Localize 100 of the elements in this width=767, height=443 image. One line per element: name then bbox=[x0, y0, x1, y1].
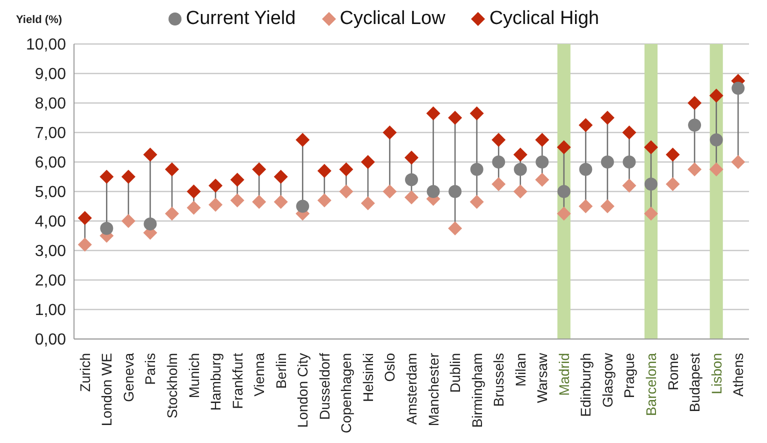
point bbox=[622, 126, 636, 140]
point bbox=[709, 162, 724, 176]
point bbox=[360, 196, 375, 210]
point bbox=[121, 170, 136, 184]
point bbox=[513, 148, 528, 162]
point bbox=[230, 172, 244, 187]
point bbox=[186, 200, 201, 215]
point bbox=[644, 140, 658, 154]
y-axis-title: Yield (%) bbox=[16, 14, 62, 26]
x-tick-label: Paris bbox=[142, 353, 158, 385]
point bbox=[578, 118, 593, 132]
y-tick-label: 4,00 bbox=[34, 214, 66, 231]
x-tick-label: Madrid bbox=[556, 353, 572, 396]
x-tick-label: Barcelona bbox=[643, 352, 660, 416]
y-tick-label: 3,00 bbox=[34, 243, 66, 260]
point bbox=[492, 177, 506, 192]
point bbox=[666, 148, 680, 162]
x-tick-label: Manchester bbox=[425, 352, 442, 426]
point bbox=[579, 162, 592, 176]
x-tick-label: Hamburg bbox=[208, 353, 224, 411]
x-tick-label: Geneva bbox=[120, 352, 136, 402]
point bbox=[448, 221, 462, 236]
point bbox=[709, 88, 724, 103]
point bbox=[600, 156, 614, 168]
x-tick-label: Brussels bbox=[490, 353, 507, 407]
legend-label: Cyclical Low bbox=[338, 8, 446, 30]
x-tick-label: Dublin bbox=[447, 353, 464, 393]
point bbox=[470, 106, 484, 120]
x-tick-label: Athens bbox=[730, 353, 746, 397]
point bbox=[164, 206, 179, 221]
point bbox=[666, 177, 680, 192]
point bbox=[143, 148, 158, 162]
x-tick-label: Prague bbox=[621, 352, 638, 398]
legend-label: Cyclical High bbox=[488, 8, 600, 30]
point bbox=[339, 162, 354, 176]
point bbox=[186, 184, 201, 198]
point bbox=[710, 133, 723, 146]
x-tick-label: London WE bbox=[98, 353, 115, 426]
point bbox=[470, 194, 484, 209]
y-tick-label: 7,00 bbox=[34, 125, 66, 142]
y-tick-label: 2,00 bbox=[34, 272, 66, 290]
point bbox=[448, 185, 462, 198]
point bbox=[600, 110, 614, 125]
point bbox=[600, 199, 614, 214]
point bbox=[78, 211, 92, 226]
point bbox=[274, 170, 288, 184]
point bbox=[404, 190, 418, 204]
x-tick-label: Glasgow bbox=[599, 352, 616, 408]
point bbox=[644, 178, 658, 191]
point bbox=[688, 162, 702, 176]
x-tick-label: Dusseldorf bbox=[316, 352, 332, 420]
point bbox=[230, 193, 244, 208]
x-tick-label: Berlin bbox=[272, 353, 289, 389]
point bbox=[556, 206, 571, 221]
y-tick-label: 8,00 bbox=[34, 96, 66, 113]
point bbox=[556, 140, 571, 154]
x-tick-label: Frankfurt bbox=[229, 352, 246, 410]
point bbox=[470, 162, 484, 176]
x-tick-label: Munich bbox=[186, 353, 202, 398]
point bbox=[252, 162, 266, 176]
point bbox=[382, 184, 397, 198]
point bbox=[274, 194, 288, 209]
point bbox=[688, 96, 702, 110]
y-tick-label: 9,00 bbox=[34, 66, 66, 84]
point bbox=[535, 132, 550, 147]
point bbox=[360, 155, 375, 169]
point bbox=[732, 82, 745, 95]
point bbox=[100, 222, 114, 235]
x-tick-label: Amsterdam bbox=[404, 353, 420, 425]
point bbox=[448, 110, 462, 125]
x-tick-label: Warsaw bbox=[534, 352, 550, 404]
point bbox=[492, 156, 506, 168]
point bbox=[535, 172, 550, 187]
legend-label: Current Yield bbox=[184, 8, 296, 30]
point bbox=[536, 156, 549, 168]
point bbox=[296, 132, 310, 147]
point bbox=[252, 194, 266, 209]
point bbox=[622, 178, 636, 193]
point bbox=[339, 184, 354, 198]
point bbox=[513, 184, 528, 198]
point bbox=[382, 126, 397, 140]
point bbox=[317, 164, 332, 178]
y-tick-label: 6,00 bbox=[34, 154, 66, 172]
x-tick-label: Milan bbox=[512, 353, 528, 386]
x-tick-label: Vienna bbox=[251, 352, 268, 396]
point bbox=[426, 185, 440, 198]
point bbox=[492, 132, 506, 147]
y-tick-label: 5,00 bbox=[34, 184, 66, 202]
point bbox=[622, 156, 636, 168]
point bbox=[121, 214, 136, 228]
x-tick-label: Copenhagen bbox=[338, 353, 354, 434]
point bbox=[78, 238, 92, 252]
point bbox=[731, 155, 746, 169]
x-tick-label: Stockholm bbox=[164, 353, 180, 418]
point bbox=[144, 217, 157, 230]
point bbox=[578, 199, 593, 214]
point bbox=[426, 106, 440, 120]
point bbox=[688, 118, 702, 132]
point bbox=[644, 206, 658, 221]
x-tick-label: Budapest bbox=[686, 352, 703, 412]
